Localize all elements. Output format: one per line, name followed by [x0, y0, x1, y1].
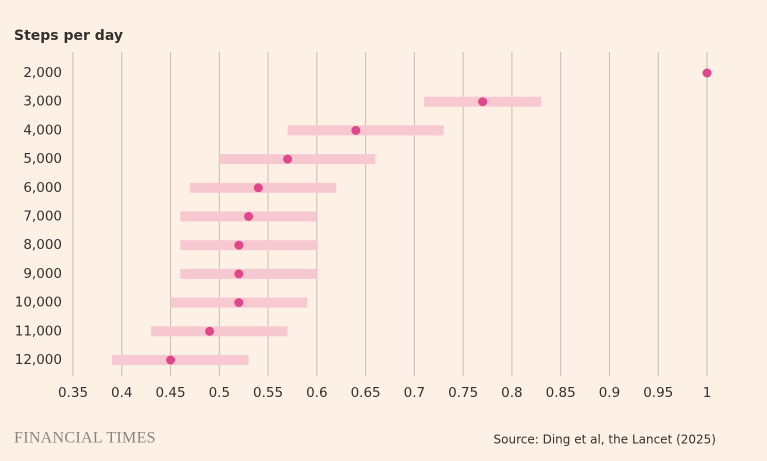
point: [234, 269, 244, 279]
y-tick-label: 9,000: [23, 266, 62, 282]
point: [166, 355, 176, 365]
y-tick-label: 2,000: [23, 65, 62, 81]
x-tick-label: 0.5: [209, 385, 230, 401]
point: [205, 326, 215, 336]
y-tick-label: 3,000: [23, 94, 62, 110]
point: [283, 154, 293, 164]
range-bar: [180, 268, 317, 279]
range-bar: [112, 355, 249, 365]
point: [478, 97, 488, 107]
x-tick-label: 0.85: [546, 385, 576, 401]
x-tick-label: 0.6: [306, 385, 327, 401]
x-tick-label: 0.9: [599, 385, 620, 401]
point: [244, 212, 254, 221]
y-tick-label: 5,000: [23, 151, 62, 167]
x-tick-label: 0.95: [643, 385, 673, 401]
y-tick-label: 6,000: [23, 180, 62, 196]
x-tick-label: 0.8: [501, 385, 522, 401]
point: [351, 125, 361, 135]
range-bar: [190, 182, 337, 193]
range-bar: [151, 326, 288, 337]
x-tick-label: 0.55: [253, 385, 283, 401]
y-tick-label: 4,000: [23, 122, 62, 138]
range-bar: [180, 240, 317, 251]
x-tick-label: 0.65: [351, 385, 381, 401]
brand: FINANCIAL TIMES: [14, 430, 156, 447]
x-tick-label: 0.4: [111, 385, 132, 401]
range-bar: [219, 154, 376, 165]
range-bar: [287, 125, 444, 136]
x-tick-label: 0.7: [404, 385, 425, 401]
point: [253, 183, 263, 193]
y-tick-label: 12,000: [15, 352, 62, 368]
point: [234, 298, 244, 308]
y-tick-label: 8,000: [23, 237, 62, 253]
point: [702, 68, 712, 78]
x-tick-label: 1: [703, 385, 712, 401]
x-tick-label: 0.35: [58, 385, 88, 401]
point: [234, 240, 244, 250]
y-tick-label: 11,000: [15, 323, 62, 339]
y-tick-label: 10,000: [15, 295, 62, 311]
x-tick-label: 0.75: [448, 385, 478, 401]
y-tick-label: 7,000: [23, 209, 62, 225]
x-tick-label: 0.45: [156, 385, 186, 401]
source: Source: Ding et al, the Lancet (2025): [494, 433, 716, 447]
axis-title: Steps per day: [14, 28, 123, 44]
